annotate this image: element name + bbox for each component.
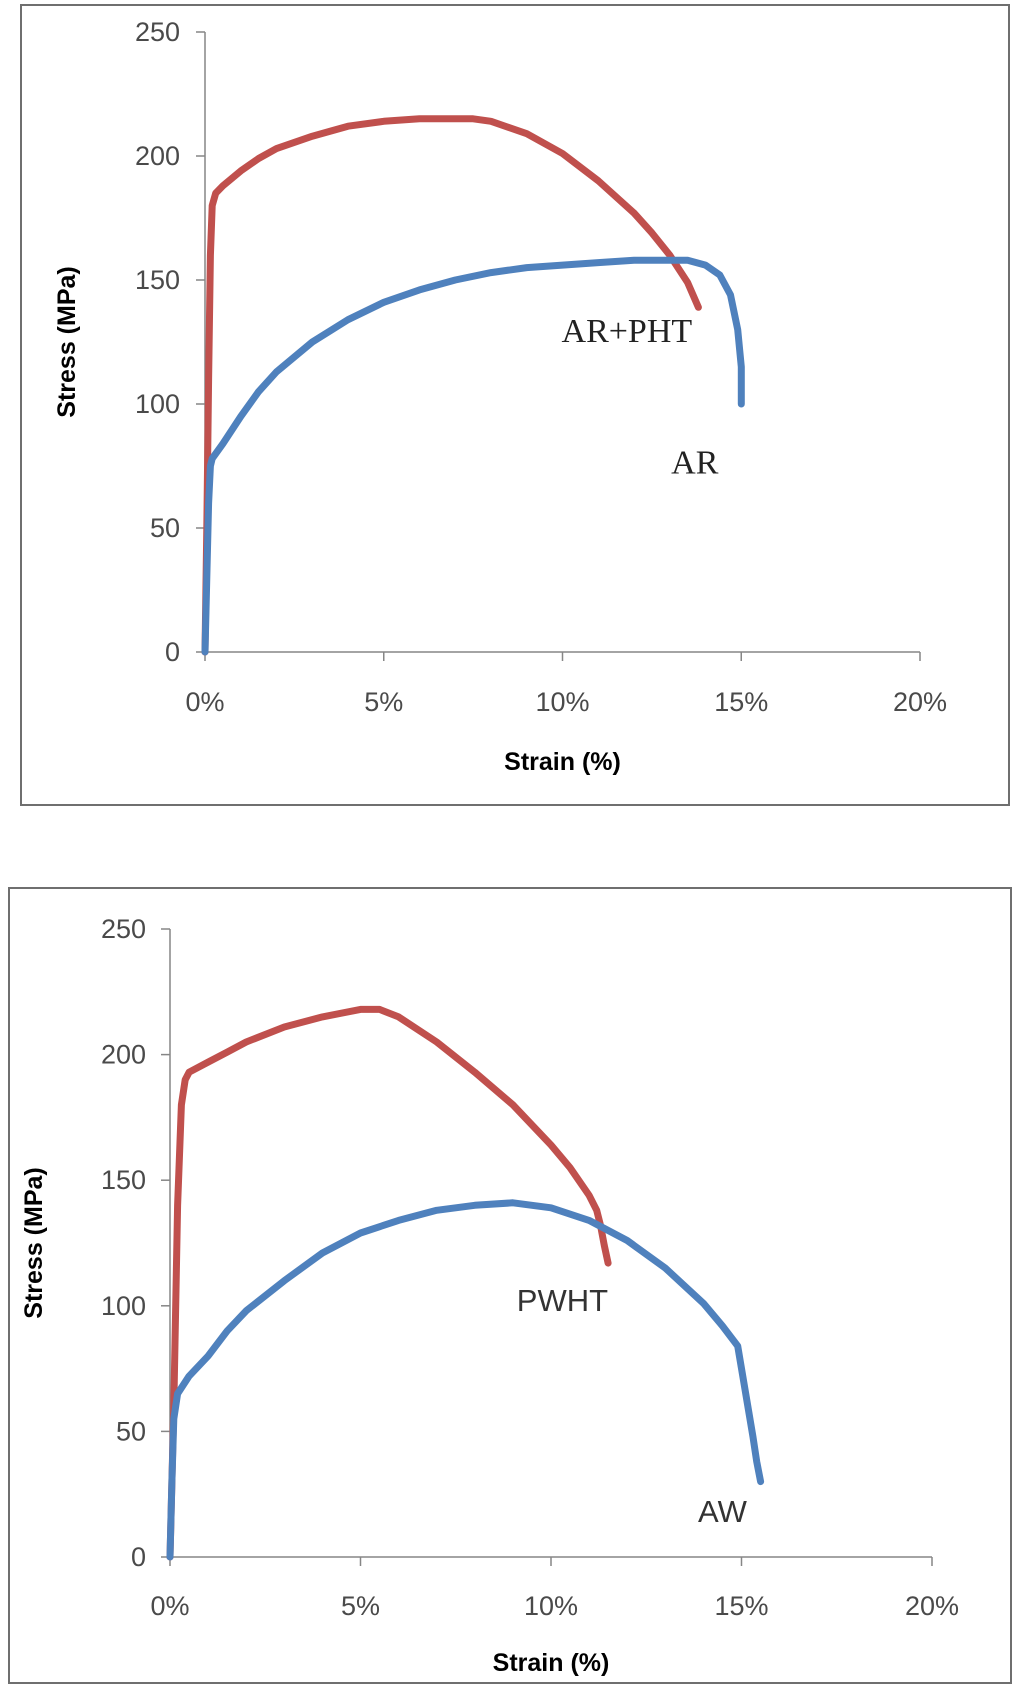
series-annotation: AW <box>698 1494 748 1529</box>
y-tick-label: 100 <box>135 389 180 419</box>
x-tick-label: 10% <box>535 687 589 717</box>
x-tick-label: 0% <box>150 1591 189 1621</box>
x-tick-label: 5% <box>341 1591 380 1621</box>
y-axis-title: Stress (MPa) <box>20 1167 48 1318</box>
y-tick-label: 0 <box>131 1542 146 1572</box>
x-tick-label: 20% <box>893 687 947 717</box>
chart-panel-top <box>20 4 1010 806</box>
chart-1: 0 50 100 150 200 250 0% 5% 10% 15% 20% Strain (%) St… <box>53 17 947 776</box>
series-line-aw <box>166 1199 765 1561</box>
series-line-ar-pht <box>201 115 702 656</box>
x-axis-title: Strain (%) <box>504 748 621 776</box>
series-annotation: PWHT <box>517 1283 608 1318</box>
series-annotation: AR <box>671 444 719 481</box>
y-tick-label: 200 <box>101 1040 146 1070</box>
y-tick-label: 50 <box>116 1416 146 1446</box>
series-line-pwht <box>166 1005 612 1561</box>
series-line-ar <box>201 256 745 656</box>
chart-2: 0 50 100 150 200 250 0% 5% 10% 15% 20% Strain (%) St… <box>20 914 959 1677</box>
y-tick-label: 50 <box>150 513 180 543</box>
x-tick-label: 20% <box>905 1591 959 1621</box>
x-tick-label: 10% <box>524 1591 578 1621</box>
y-tick-label: 150 <box>135 265 180 295</box>
y-tick-label: 250 <box>101 914 146 944</box>
y-tick-label: 200 <box>135 141 180 171</box>
x-axis-title: Strain (%) <box>493 1649 610 1677</box>
x-tick-label: 15% <box>714 687 768 717</box>
y-tick-label: 250 <box>135 17 180 47</box>
y-tick-label: 150 <box>101 1165 146 1195</box>
x-tick-label: 5% <box>364 687 403 717</box>
y-tick-label: 0 <box>165 637 180 667</box>
x-tick-label: 0% <box>185 687 224 717</box>
x-tick-label: 15% <box>714 1591 768 1621</box>
series-annotation: AR+PHT <box>562 313 693 350</box>
y-tick-label: 100 <box>101 1291 146 1321</box>
y-axis-title: Stress (MPa) <box>53 266 81 417</box>
